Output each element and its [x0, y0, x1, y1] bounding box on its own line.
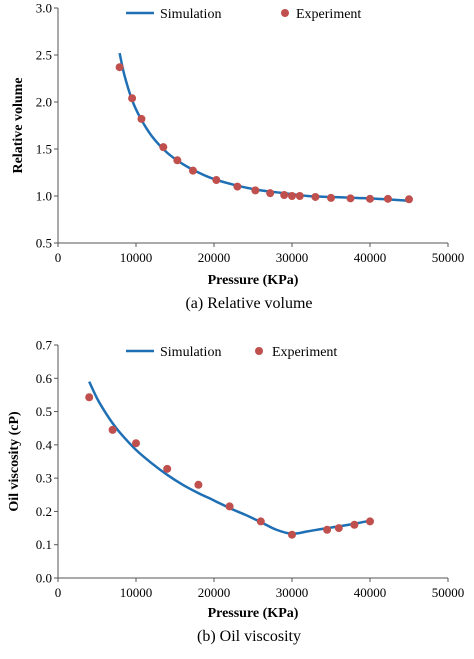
data-point-experiment: [163, 464, 172, 473]
data-point-experiment: [280, 191, 289, 200]
data-point-experiment: [346, 194, 355, 203]
y-tick-label: 0.5: [36, 236, 52, 251]
x-tick-label: 0: [55, 250, 62, 265]
data-point-experiment: [251, 186, 260, 195]
data-point-experiment: [366, 517, 374, 526]
legend: Simulation Experiment: [126, 345, 337, 360]
data-point-experiment: [256, 517, 265, 526]
data-point-experiment: [334, 524, 343, 533]
y-tick-label: 0.0: [36, 571, 52, 586]
x-tick-label: 10000: [120, 250, 153, 265]
y-axis-label: Oil viscosity (cP): [7, 411, 22, 512]
legend: Simulation Experiment: [126, 7, 361, 22]
data-point-experiment: [173, 156, 182, 165]
chart-caption: (a) Relative volume: [185, 295, 312, 312]
y-axis-label: Relative volume: [11, 77, 26, 173]
data-point-experiment: [188, 166, 197, 175]
data-point-experiment: [85, 393, 94, 402]
data-point-experiment: [311, 192, 320, 201]
data-point-experiment: [137, 114, 146, 123]
data-point-experiment: [295, 192, 304, 200]
legend-label-simulation: Simulation: [160, 345, 221, 360]
data-point-experiment: [288, 530, 296, 539]
y-tick-label: 2.5: [36, 48, 52, 63]
y-tick-label: 1.5: [36, 142, 52, 157]
data-point-experiment: [266, 189, 275, 198]
chart-1: 0 10000 20000 30000 40000 50000 0.5 1.0 1.5 2.0 2.…: [11, 1, 464, 313]
data-point-experiment: [366, 194, 374, 203]
x-tick-label: 30000: [276, 250, 309, 265]
data-point-experiment: [350, 520, 359, 529]
legend-dot-swatch: [281, 9, 289, 17]
data-point-experiment: [159, 143, 168, 152]
data-point-experiment: [194, 480, 203, 489]
y-tick-label: 2.0: [36, 95, 52, 110]
series-line-simulation: [88, 381, 371, 535]
y-tick-label: 3.0: [36, 1, 52, 16]
x-axis-label: Pressure (KPa): [208, 606, 299, 621]
x-tick-label: 10000: [120, 585, 153, 600]
x-axis-label: Pressure (KPa): [208, 273, 299, 288]
legend-label-experiment: Experiment: [272, 345, 337, 360]
y-tick-label: 0.2: [36, 504, 52, 519]
legend-label-simulation: Simulation: [160, 7, 221, 22]
data-point-experiment: [225, 502, 234, 511]
y-tick-label: 1.0: [36, 189, 52, 204]
data-point-experiment: [323, 525, 332, 534]
x-tick-label: 40000: [354, 250, 387, 265]
data-point-experiment: [405, 195, 413, 204]
y-tick-label: 0.6: [36, 371, 53, 386]
data-point-experiment: [132, 439, 140, 448]
x-tick-label: 20000: [198, 585, 231, 600]
data-point-experiment: [115, 63, 124, 72]
data-point-experiment: [327, 193, 335, 202]
y-tick-label: 0.3: [36, 471, 52, 486]
chart-2: 0 10000 20000 30000 40000 50000 0.0 0.1 0.2 0.3 0.…: [7, 338, 464, 646]
chart-caption: (b) Oil viscosity: [197, 628, 301, 645]
x-tick-label: 30000: [276, 585, 309, 600]
y-tick-label: 0.4: [36, 437, 53, 452]
data-point-experiment: [383, 194, 392, 203]
x-tick-label: 50000: [432, 250, 465, 265]
data-point-experiment: [288, 192, 296, 200]
data-point-experiment: [212, 176, 221, 185]
x-tick-label: 20000: [198, 250, 231, 265]
y-tick-label: 0.5: [36, 404, 52, 419]
series-line-simulation: [118, 52, 410, 202]
y-tick-label: 0.7: [36, 338, 53, 353]
x-tick-label: 0: [55, 585, 62, 600]
data-point-experiment: [108, 425, 117, 434]
x-tick-label: 40000: [354, 585, 387, 600]
y-tick-label: 0.1: [36, 537, 52, 552]
data-point-experiment: [128, 94, 137, 103]
x-tick-label: 50000: [432, 585, 465, 600]
legend-label-experiment: Experiment: [296, 7, 361, 22]
legend-dot-swatch: [255, 347, 263, 355]
data-point-experiment: [233, 182, 242, 191]
